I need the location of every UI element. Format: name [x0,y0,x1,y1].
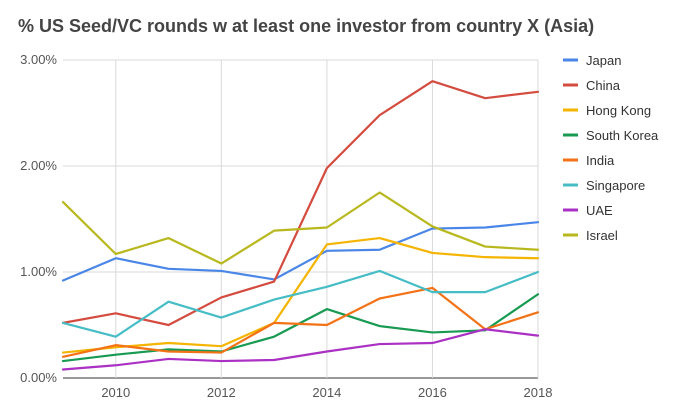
legend-label: Japan [586,53,621,68]
x-tick-label: 2012 [207,385,236,400]
legend-label: UAE [586,203,613,218]
series-line-india [61,286,540,358]
y-tick-label: 2.00% [20,158,57,173]
axes: 0.00% 1.00% 2.00% 3.00% 2010 2012 2014 2016 2018 [20,52,552,400]
y-tick-label: 1.00% [20,264,57,279]
legend-label: Hong Kong [586,103,651,118]
series-line-uae [61,328,540,371]
x-tick-label: 2016 [418,385,447,400]
legend-label: South Korea [586,128,659,143]
series-lines [61,80,540,371]
series-line-singapore [61,269,540,338]
legend-label: China [586,78,621,93]
series-line-china [61,80,540,327]
series-line-japan [61,221,540,282]
legend: Japan China Hong Kong South Korea India Singa… [563,53,659,243]
y-tick-label: 0.00% [20,370,57,385]
series-line-south-korea [61,293,540,363]
legend-label: Singapore [586,178,645,193]
legend-label: India [586,153,615,168]
series-line-hong-kong [61,236,540,354]
y-tick-label: 3.00% [20,52,57,67]
x-tick-label: 2010 [101,385,130,400]
gridlines [63,59,539,379]
chart-title: % US Seed/VC rounds w at least one inves… [18,16,594,36]
x-tick-label: 2014 [312,385,341,400]
legend-label: Israel [586,228,618,243]
series-line-israel [61,191,540,265]
x-tick-label: 2018 [524,385,553,400]
